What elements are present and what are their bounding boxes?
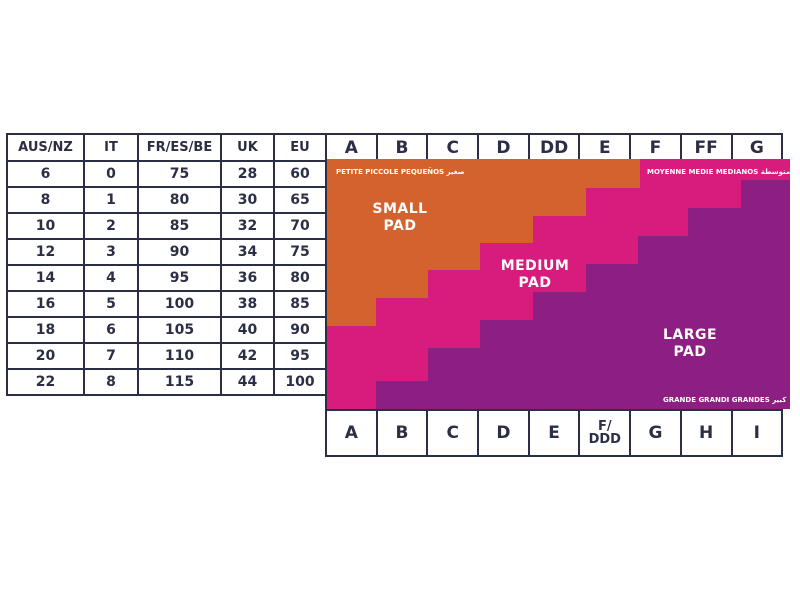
band-cell: 90 bbox=[273, 316, 327, 344]
cup-size-cell: A bbox=[327, 135, 378, 161]
cup-size-cell: I bbox=[733, 411, 784, 455]
band-size-table: AUS/NZ IT FR/ES/BE UK EU 6 0 75 28 60 8 1 80 30 65 10 2… bbox=[6, 133, 327, 396]
pad-stair-graphic: PETITE PICCOLE PEQUEÑOS صغير MOYENNE MED… bbox=[327, 159, 790, 409]
small-pad-languages: PETITE PICCOLE PEQUEÑOS صغير bbox=[336, 167, 465, 176]
band-cell: 105 bbox=[137, 316, 222, 344]
band-cell: 100 bbox=[137, 290, 222, 318]
band-cell: 80 bbox=[273, 264, 327, 292]
band-cell: 90 bbox=[137, 238, 222, 266]
medium-pad-title: MEDIUM bbox=[501, 258, 570, 274]
large-pad-languages: GRANDE GRANDI GRANDES كبير bbox=[663, 396, 787, 404]
band-row: 6 0 75 28 60 bbox=[6, 160, 327, 188]
band-cell: 14 bbox=[6, 264, 85, 292]
band-row: 8 1 80 30 65 bbox=[6, 186, 327, 214]
cup-size-cell: F/ DDD bbox=[580, 411, 632, 455]
band-cell: 18 bbox=[6, 316, 85, 344]
cup-size-cell: C bbox=[428, 411, 480, 455]
band-cell: 6 bbox=[83, 316, 139, 344]
band-header-cell: EU bbox=[273, 133, 327, 162]
band-header-cell: UK bbox=[220, 133, 275, 162]
band-cell: 95 bbox=[137, 264, 222, 292]
band-cell: 115 bbox=[137, 368, 222, 396]
large-pad-subtitle: PAD bbox=[674, 344, 707, 360]
band-cell: 34 bbox=[220, 238, 275, 266]
band-cell: 75 bbox=[273, 238, 327, 266]
band-cell: 10 bbox=[6, 212, 85, 240]
band-cell: 28 bbox=[220, 160, 275, 188]
band-row: 16 5 100 38 85 bbox=[6, 290, 327, 318]
band-cell: 2 bbox=[83, 212, 139, 240]
small-pad-subtitle: PAD bbox=[384, 218, 417, 234]
band-header-cell: AUS/NZ bbox=[6, 133, 85, 162]
cup-size-cell: D bbox=[479, 135, 530, 161]
band-cell: 44 bbox=[220, 368, 275, 396]
band-cell: 36 bbox=[220, 264, 275, 292]
band-cell: 5 bbox=[83, 290, 139, 318]
band-cell: 80 bbox=[137, 186, 222, 214]
band-cell: 95 bbox=[273, 342, 327, 370]
band-cell: 8 bbox=[83, 368, 139, 396]
small-pad-region bbox=[327, 159, 640, 326]
band-cell: 3 bbox=[83, 238, 139, 266]
pad-size-chart: PETITE PICCOLE PEQUEÑOS صغير MOYENNE MED… bbox=[325, 159, 790, 409]
band-header-cell: IT bbox=[83, 133, 139, 162]
cup-size-cell: C bbox=[428, 135, 480, 161]
band-cell: 7 bbox=[83, 342, 139, 370]
band-row: 18 6 105 40 90 bbox=[6, 316, 327, 344]
cup-size-cell: B bbox=[378, 411, 429, 455]
band-header-row: AUS/NZ IT FR/ES/BE UK EU bbox=[6, 133, 327, 162]
band-row: 22 8 115 44 100 bbox=[6, 368, 327, 396]
band-cell: 38 bbox=[220, 290, 275, 318]
band-cell: 40 bbox=[220, 316, 275, 344]
band-cell: 85 bbox=[137, 212, 222, 240]
band-header-cell: FR/ES/BE bbox=[137, 133, 222, 162]
band-cell: 30 bbox=[220, 186, 275, 214]
band-cell: 22 bbox=[6, 368, 85, 396]
medium-pad-languages: MOYENNE MEDIE MEDIANOS متوسطة bbox=[647, 168, 790, 176]
band-cell: 0 bbox=[83, 160, 139, 188]
band-cell: 75 bbox=[137, 160, 222, 188]
cup-size-cell: A bbox=[327, 411, 378, 455]
band-table-body: 6 0 75 28 60 8 1 80 30 65 10 2 85 32 70 12 3 90 34 75 14 4 95 3… bbox=[6, 160, 327, 396]
band-cell: 65 bbox=[273, 186, 327, 214]
medium-pad-subtitle: PAD bbox=[519, 275, 552, 291]
cup-size-cell: E bbox=[530, 411, 581, 455]
band-cell: 8 bbox=[6, 186, 85, 214]
band-cell: 12 bbox=[6, 238, 85, 266]
small-pad-title: SMALL bbox=[372, 201, 427, 217]
band-cell: 110 bbox=[137, 342, 222, 370]
large-pad-title: LARGE bbox=[663, 327, 717, 343]
band-cell: 6 bbox=[6, 160, 85, 188]
band-cell: 85 bbox=[273, 290, 327, 318]
band-cell: 60 bbox=[273, 160, 327, 188]
band-row: 14 4 95 36 80 bbox=[6, 264, 327, 292]
cup-size-cell: B bbox=[378, 135, 429, 161]
cup-size-cell: E bbox=[580, 135, 632, 161]
cup-size-cell: FF bbox=[682, 135, 733, 161]
band-cell: 32 bbox=[220, 212, 275, 240]
cup-size-cell: G bbox=[733, 135, 784, 161]
band-cell: 1 bbox=[83, 186, 139, 214]
band-cell: 4 bbox=[83, 264, 139, 292]
band-cell: 16 bbox=[6, 290, 85, 318]
band-cell: 70 bbox=[273, 212, 327, 240]
band-row: 10 2 85 32 70 bbox=[6, 212, 327, 240]
cup-size-cell: D bbox=[479, 411, 530, 455]
cup-size-cell: H bbox=[682, 411, 733, 455]
band-cell: 20 bbox=[6, 342, 85, 370]
band-row: 12 3 90 34 75 bbox=[6, 238, 327, 266]
band-cell: 42 bbox=[220, 342, 275, 370]
cup-size-cell: F bbox=[631, 135, 682, 161]
band-row: 20 7 110 42 95 bbox=[6, 342, 327, 370]
cup-size-cell: G bbox=[631, 411, 682, 455]
band-cell: 100 bbox=[273, 368, 327, 396]
cup-size-row-bottom: A B C D E F/ DDD G H I bbox=[325, 409, 784, 457]
cup-size-cell: DD bbox=[530, 135, 581, 161]
